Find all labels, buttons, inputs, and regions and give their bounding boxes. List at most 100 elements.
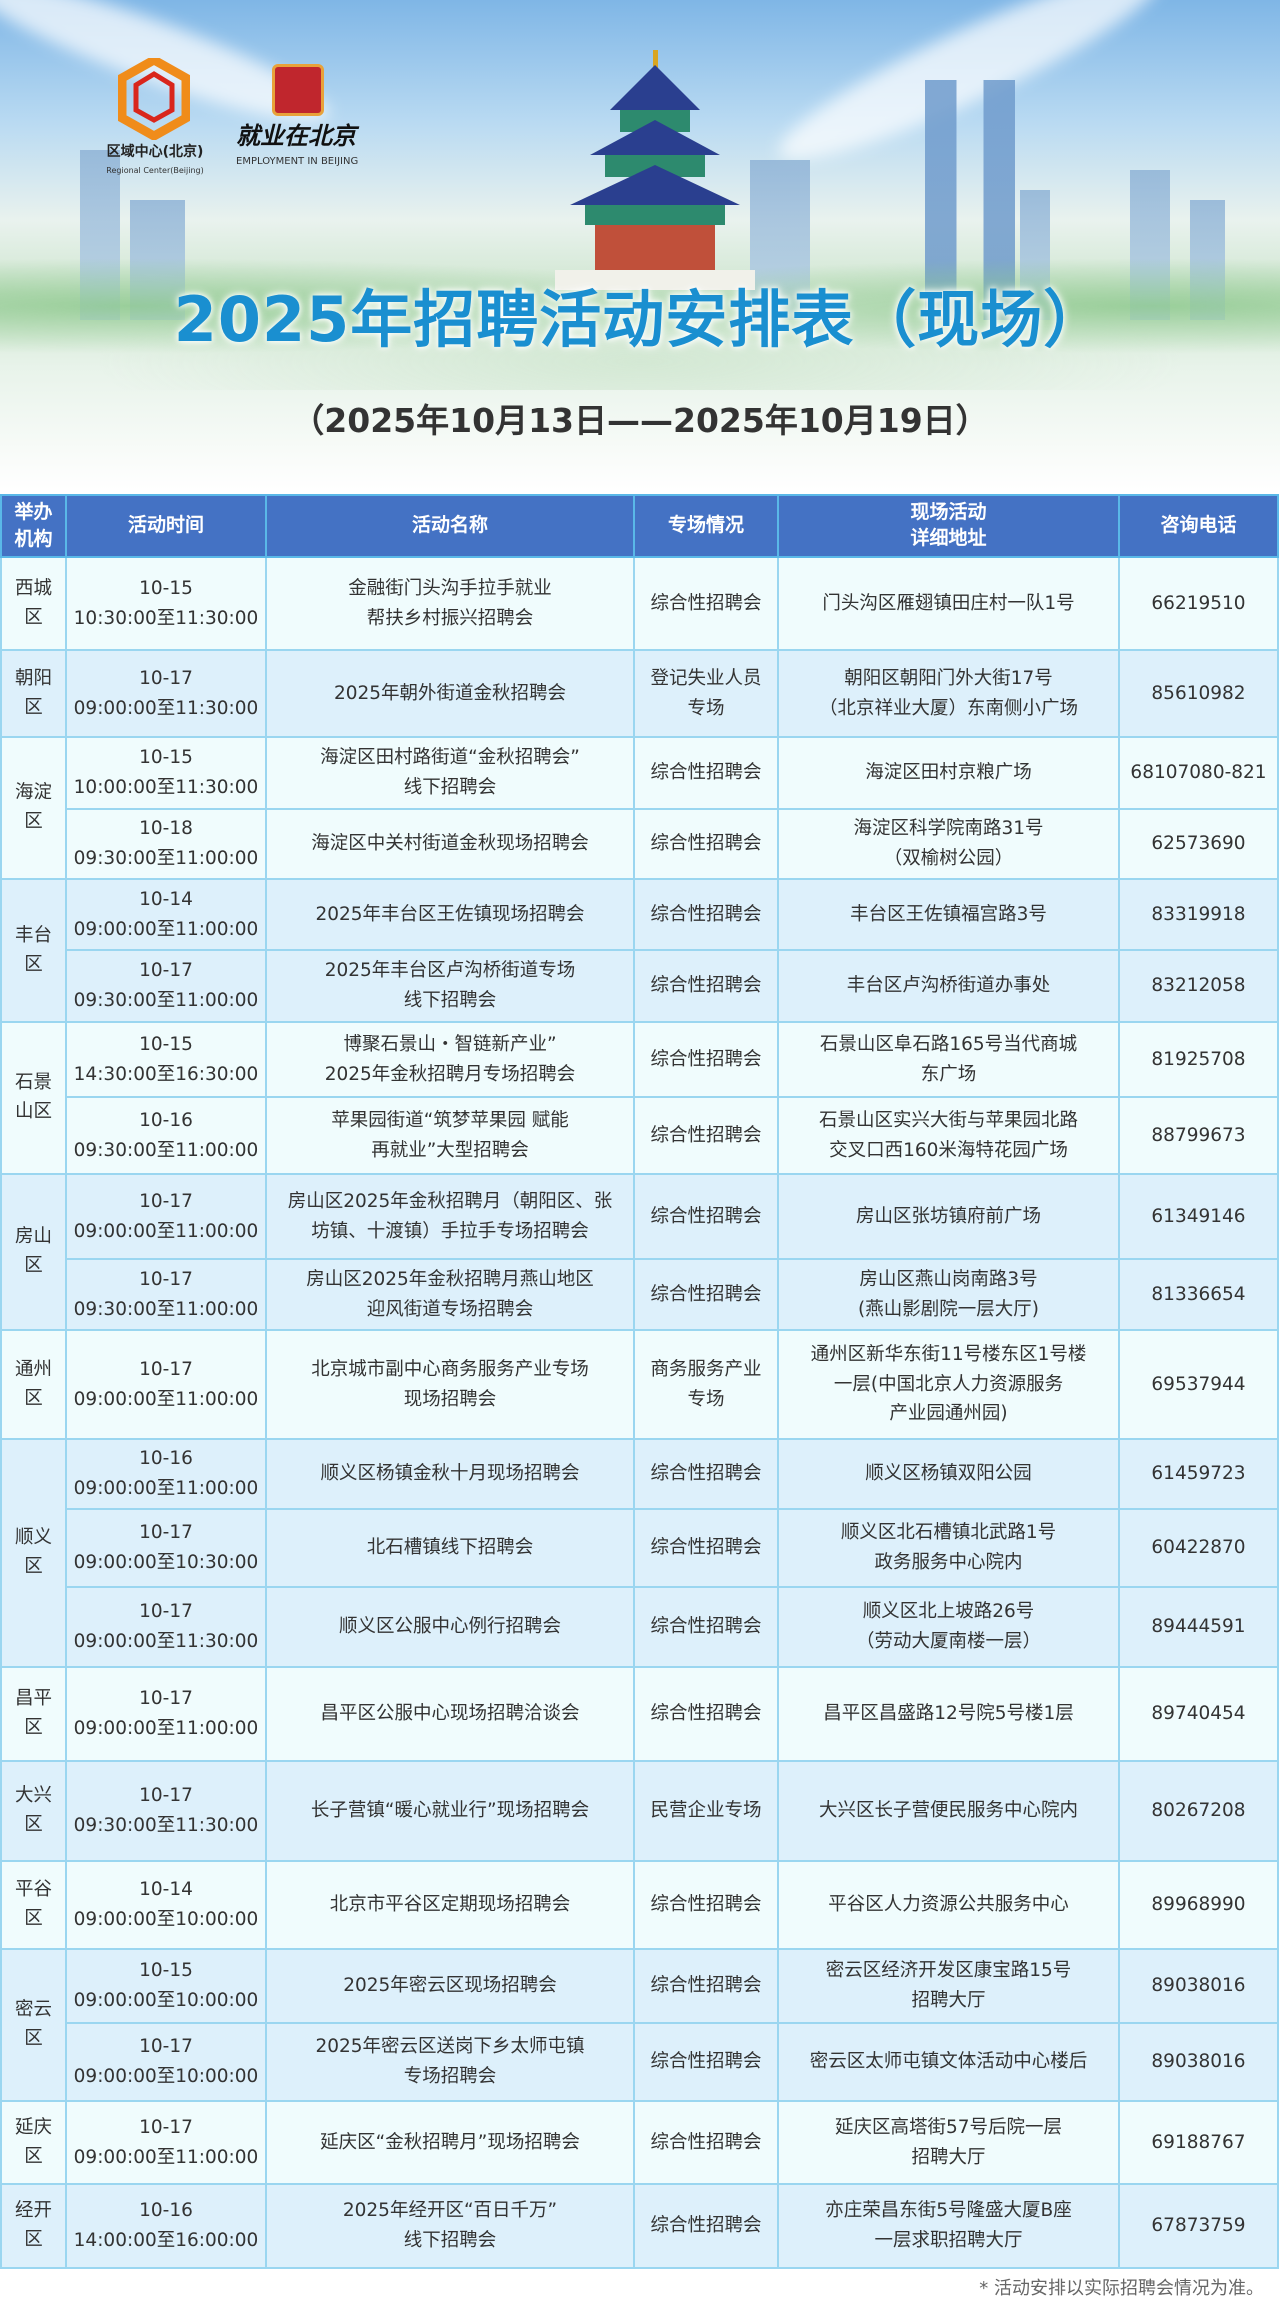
contact-phone: 89038016 — [1118, 2022, 1279, 2102]
event-type: 商务服务产业 专场 — [633, 1329, 779, 1440]
event-address: 密云区太师屯镇文体活动中心楼后 — [777, 2022, 1120, 2102]
event-name: 2025年经开区“百日千万” 线下招聘会 — [265, 2183, 635, 2269]
event-name: 2025年密云区送岗下乡太师屯镇 专场招聘会 — [265, 2022, 635, 2102]
contact-phone: 89740454 — [1118, 1666, 1279, 1762]
event-date: 10-15 — [139, 747, 193, 769]
event-time: 09:00:00至10:00:00 — [73, 1990, 259, 2011]
table-row: 10-17 09:00:00至10:00:00 2025年密云区送岗下乡太师屯镇 专… — [1, 2022, 1279, 2102]
contact-phone: 85610982 — [1118, 649, 1279, 738]
event-date: 10-15 — [139, 1960, 193, 1982]
event-date: 10-17 — [139, 1358, 193, 1380]
event-type: 综合性招聘会 — [633, 1438, 779, 1510]
header-time: 活动时间 — [65, 494, 267, 558]
org-cell: 延庆区 — [0, 2100, 67, 2185]
event-name: 2025年密云区现场招聘会 — [265, 1948, 635, 2024]
event-time: 09:00:00至10:00:00 — [73, 2066, 259, 2087]
event-date: 10-17 — [139, 1268, 193, 1290]
event-time: 09:00:00至11:00:00 — [73, 1478, 259, 1499]
time-cell: 10-14 09:00:00至11:00:00 — [65, 878, 267, 951]
event-address: 昌平区昌盛路12号院5号楼1层 — [777, 1666, 1120, 1762]
table-row: 经开区 10-16 14:00:00至16:00:00 2025年经开区“百日千万” … — [0, 2183, 1279, 2269]
contact-phone: 89444591 — [1118, 1586, 1279, 1668]
time-cell: 10-15 14:30:00至16:30:00 — [65, 1021, 267, 1098]
header-banner: 区域中心(北京) Regional Center(Beijing) 就业在北京 … — [0, 0, 1280, 490]
table-row: 通州区 10-17 09:00:00至11:00:00 北京城市副中心商务服务产业专场… — [0, 1329, 1279, 1440]
event-address: 顺义区杨镇双阳公园 — [777, 1438, 1120, 1510]
event-type: 综合性招聘会 — [633, 736, 779, 810]
event-address: 石景山区阜石路165号当代商城 东广场 — [777, 1021, 1120, 1098]
event-date: 10-17 — [139, 2036, 193, 2058]
time-cell: 10-17 09:30:00至11:30:00 — [65, 1760, 267, 1862]
org-cell: 昌平区 — [0, 1666, 67, 1762]
event-type: 综合性招聘会 — [633, 1586, 779, 1668]
event-type: 综合性招聘会 — [633, 1508, 779, 1588]
event-date: 10-17 — [139, 2116, 193, 2138]
event-type: 综合性招聘会 — [633, 1173, 779, 1260]
event-address: 平谷区人力资源公共服务中心 — [777, 1860, 1120, 1950]
event-name: 房山区2025年金秋招聘月（朝阳区、张 坊镇、十渡镇）手拉手专场招聘会 — [265, 1173, 635, 1260]
event-name: 昌平区公服中心现场招聘洽谈会 — [265, 1666, 635, 1762]
header-type: 专场情况 — [633, 494, 779, 558]
event-date: 10-17 — [139, 960, 193, 982]
event-time: 09:00:00至11:00:00 — [73, 1220, 259, 1242]
event-address: 顺义区北上坡路26号 （劳动大厦南楼一层） — [777, 1586, 1120, 1668]
event-address: 大兴区长子营便民服务中心院内 — [777, 1760, 1120, 1862]
event-date: 10-17 — [139, 1522, 193, 1544]
event-type: 综合性招聘会 — [633, 808, 779, 880]
event-address: 石景山区实兴大街与苹果园北路 交叉口西160米海特花园广场 — [777, 1096, 1120, 1175]
event-name: 2025年朝外街道金秋招聘会 — [265, 649, 635, 738]
time-cell: 10-17 09:00:00至11:30:00 — [65, 1586, 267, 1668]
contact-phone: 88799673 — [1118, 1096, 1279, 1175]
employment-beijing-logo-text: 就业在北京 — [236, 122, 356, 150]
time-cell: 10-17 09:00:00至11:00:00 — [65, 1329, 267, 1440]
time-cell: 10-16 14:00:00至16:00:00 — [65, 2183, 267, 2269]
time-cell: 10-15 10:30:00至11:30:00 — [65, 556, 267, 651]
event-type: 综合性招聘会 — [633, 556, 779, 651]
event-address: 延庆区高塔街57号后院一层 招聘大厅 — [777, 2100, 1120, 2185]
event-time: 09:00:00至11:00:00 — [73, 918, 259, 940]
contact-phone: 69188767 — [1118, 2100, 1279, 2185]
event-name: 延庆区“金秋招聘月”现场招聘会 — [265, 2100, 635, 2185]
event-address: 海淀区田村京粮广场 — [777, 736, 1120, 810]
regional-center-logo-subtext: Regional Center(Beijing) — [106, 166, 204, 175]
event-time: 09:30:00至11:00:00 — [73, 990, 259, 1011]
contact-phone: 89968990 — [1118, 1860, 1279, 1950]
time-cell: 10-17 09:30:00至11:00:00 — [65, 1258, 267, 1331]
contact-phone: 66219510 — [1118, 556, 1279, 651]
event-date: 10-14 — [139, 1879, 193, 1901]
event-time: 14:00:00至16:00:00 — [73, 2230, 259, 2251]
contact-phone: 69537944 — [1118, 1329, 1279, 1440]
org-cell: 西城区 — [0, 556, 67, 651]
event-time: 09:00:00至10:00:00 — [73, 1909, 259, 1930]
time-cell: 10-16 09:00:00至11:00:00 — [65, 1438, 267, 1510]
time-cell: 10-17 09:00:00至11:30:00 — [65, 649, 267, 738]
event-date: 10-18 — [139, 818, 193, 840]
table-row: 丰台区 10-14 09:00:00至11:00:00 2025年丰台区王佐镇现场招聘… — [0, 878, 1279, 1023]
time-cell: 10-17 09:00:00至11:00:00 — [65, 1666, 267, 1762]
regional-center-logo-text: 区域中心(北京) — [106, 144, 204, 160]
table-row: 房山区 10-17 09:00:00至11:00:00 房山区2025年金秋招聘月（朝… — [0, 1173, 1279, 1331]
table-row: 平谷区 10-14 09:00:00至10:00:00 北京市平谷区定期现场招聘会 综合… — [0, 1860, 1279, 1950]
event-time: 10:00:00至11:30:00 — [73, 777, 259, 798]
event-type: 综合性招聘会 — [633, 1948, 779, 2024]
org-cell: 石景山区 — [0, 1021, 67, 1175]
contact-phone: 67873759 — [1118, 2183, 1279, 2269]
event-name: 北京市平谷区定期现场招聘会 — [265, 1860, 635, 1950]
event-address: 通州区新华东街11号楼东区1号楼 一层(中国北京人力资源服务 产业园通州园) — [777, 1329, 1120, 1440]
temple-of-heaven-illustration — [555, 50, 755, 290]
org-cell: 通州区 — [0, 1329, 67, 1440]
event-date: 10-14 — [139, 888, 193, 910]
table-row: 顺义区 10-16 09:00:00至11:00:00 顺义区杨镇金秋十月现场招聘会综… — [0, 1438, 1279, 1668]
event-name: 长子营镇“暖心就业行”现场招聘会 — [265, 1760, 635, 1862]
event-address: 密云区经济开发区康宝路15号 招聘大厅 — [777, 1948, 1120, 2024]
event-type: 综合性招聘会 — [633, 2022, 779, 2102]
contact-phone: 81336654 — [1118, 1258, 1279, 1331]
contact-phone: 89038016 — [1118, 1948, 1279, 2024]
event-time: 09:30:00至11:00:00 — [73, 848, 259, 869]
event-address: 海淀区科学院南路31号 （双榆树公园） — [777, 808, 1120, 880]
event-time: 09:30:00至11:30:00 — [73, 1815, 259, 1836]
event-type: 登记失业人员 专场 — [633, 649, 779, 738]
time-cell: 10-17 09:00:00至11:00:00 — [65, 1173, 267, 1260]
time-cell: 10-16 09:30:00至11:00:00 — [65, 1096, 267, 1175]
event-time: 09:00:00至11:30:00 — [73, 1631, 259, 1652]
